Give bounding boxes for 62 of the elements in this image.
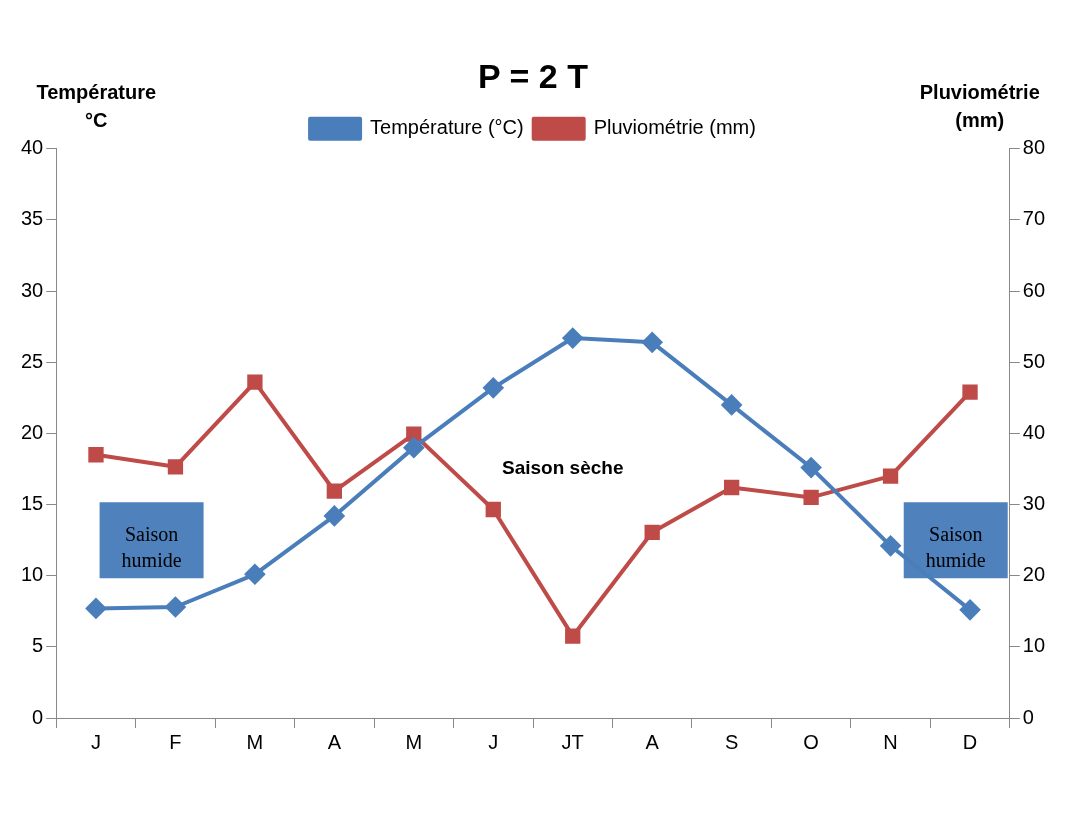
point <box>165 597 186 618</box>
y2-tick-label: 50 <box>1022 349 1045 372</box>
y2-tick-label: 80 <box>1022 136 1045 159</box>
point <box>406 426 422 442</box>
legend-label: Pluviométrie (mm) <box>593 116 756 139</box>
point <box>324 505 345 526</box>
point <box>326 483 343 499</box>
annotation: Saison humide <box>121 523 182 572</box>
x-tick-label: F <box>169 730 182 753</box>
x-tick-label: O <box>803 730 819 753</box>
point <box>403 437 424 458</box>
y-tick-label: 40 <box>21 136 44 159</box>
y-tick-label: 30 <box>21 278 44 301</box>
point <box>85 598 106 619</box>
point <box>642 332 663 353</box>
y2-tick-label: 0 <box>1022 705 1034 728</box>
y-tick-label: 25 <box>21 349 44 372</box>
y-tick-label: 10 <box>21 563 44 586</box>
y2-tick-label: 30 <box>1022 492 1045 515</box>
point <box>483 377 504 398</box>
y-tick-label: 15 <box>21 492 44 515</box>
chart-title: P = 2 T <box>478 56 589 95</box>
point <box>644 524 660 540</box>
x-tick-label: M <box>405 730 423 753</box>
x-tick-label: N <box>883 730 898 753</box>
y2-tick-label: 20 <box>1022 563 1045 586</box>
x-tick-label: A <box>327 730 342 753</box>
y-tick-label: 35 <box>21 207 44 230</box>
annotation: Saison humide <box>925 523 986 572</box>
point <box>244 564 265 585</box>
x-tick-label: D <box>962 730 978 753</box>
annotation: Saison sèche <box>502 457 624 479</box>
point <box>880 535 901 556</box>
y2-tick-label: 70 <box>1022 207 1045 230</box>
point <box>88 447 104 463</box>
point <box>801 457 822 478</box>
y2-tick-label: 10 <box>1022 634 1045 657</box>
point <box>803 489 819 506</box>
point <box>723 479 740 496</box>
legend-label: Température (°C) <box>370 116 524 139</box>
y2-tick-label: 60 <box>1022 278 1045 301</box>
x-tick-label: J <box>90 730 101 753</box>
point <box>485 501 501 518</box>
point <box>565 628 581 644</box>
y2-tick-label: 40 <box>1022 420 1045 443</box>
y-tick-label: 5 <box>32 634 44 657</box>
y-axis-title: Température °C <box>36 80 157 131</box>
point <box>562 328 583 349</box>
point <box>247 374 263 390</box>
point <box>882 468 899 484</box>
point <box>721 394 742 415</box>
x-tick-label: J <box>488 730 499 753</box>
x-tick-label: M <box>246 730 264 753</box>
point <box>960 599 981 620</box>
point <box>962 384 978 400</box>
y-tick-label: 0 <box>32 705 44 728</box>
x-tick-label: A <box>645 730 660 753</box>
point <box>167 459 184 475</box>
y2-axis-title: Pluviométrie (mm) <box>919 80 1040 131</box>
y-tick-label: 20 <box>21 420 44 443</box>
x-tick-label: S <box>724 730 739 753</box>
x-tick-label: JT <box>561 730 584 753</box>
